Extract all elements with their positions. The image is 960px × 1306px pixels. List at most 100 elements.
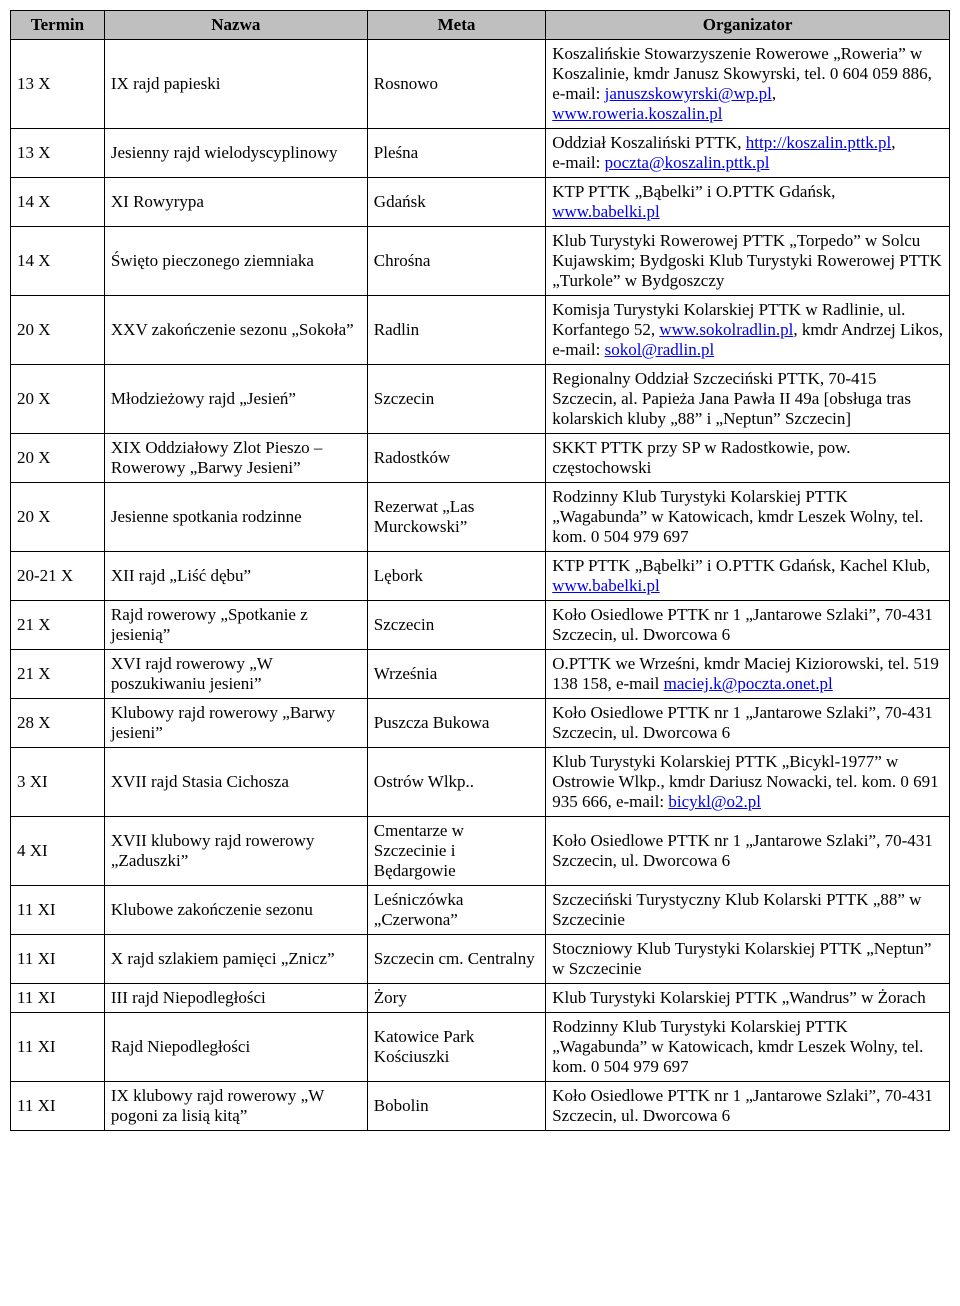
- cell-organizator: Rodzinny Klub Turystyki Kolarskiej PTTK …: [546, 483, 950, 552]
- organizer-link[interactable]: www.babelki.pl: [552, 202, 660, 221]
- cell-nazwa: IX klubowy rajd rowerowy „W pogoni za li…: [104, 1082, 367, 1131]
- cell-nazwa: Rajd Niepodległości: [104, 1013, 367, 1082]
- table-row: 13 XIX rajd papieskiRosnowoKoszalińskie …: [11, 40, 950, 129]
- table-row: 20 XXXV zakończenie sezonu „Sokoła”Radli…: [11, 296, 950, 365]
- organizer-text: SKKT PTTK przy SP w Radostkowie, pow. cz…: [552, 438, 850, 477]
- cell-nazwa: Jesienny rajd wielodyscyplinowy: [104, 129, 367, 178]
- cell-organizator: Koło Osiedlowe PTTK nr 1 „Jantarowe Szla…: [546, 601, 950, 650]
- cell-nazwa: Klubowe zakończenie sezonu: [104, 886, 367, 935]
- organizer-text: Klub Turystyki Kolarskiej PTTK „Wandrus”…: [552, 988, 926, 1007]
- cell-termin: 20-21 X: [11, 552, 105, 601]
- cell-meta: Ostrów Wlkp..: [367, 748, 545, 817]
- col-header-termin: Termin: [11, 11, 105, 40]
- cell-nazwa: XI Rowyrypa: [104, 178, 367, 227]
- cell-meta: Września: [367, 650, 545, 699]
- organizer-text: Regionalny Oddział Szczeciński PTTK, 70‑…: [552, 369, 911, 428]
- table-row: 4 XIXVII klubowy rajd rowerowy „Zaduszki…: [11, 817, 950, 886]
- table-row: 11 XIRajd NiepodległościKatowice Park Ko…: [11, 1013, 950, 1082]
- cell-organizator: KTP PTTK „Bąbelki” i O.PTTK Gdańsk, www.…: [546, 178, 950, 227]
- cell-meta: Rezerwat „Las Murckowski”: [367, 483, 545, 552]
- organizer-text: ,: [772, 84, 776, 103]
- cell-organizator: Koło Osiedlowe PTTK nr 1 „Jantarowe Szla…: [546, 817, 950, 886]
- table-header-row: Termin Nazwa Meta Organizator: [11, 11, 950, 40]
- cell-termin: 20 X: [11, 483, 105, 552]
- cell-nazwa: X rajd szlakiem pamięci „Znicz”: [104, 935, 367, 984]
- cell-nazwa: XVI rajd rowerowy „W poszukiwaniu jesien…: [104, 650, 367, 699]
- cell-meta: Rosnowo: [367, 40, 545, 129]
- cell-termin: 11 XI: [11, 886, 105, 935]
- table-row: 28 XKlubowy rajd rowerowy „Barwy jesieni…: [11, 699, 950, 748]
- cell-meta: Cmentarze w Szczecinie i Będargowie: [367, 817, 545, 886]
- table-row: 20 XJesienne spotkania rodzinneRezerwat …: [11, 483, 950, 552]
- cell-organizator: Koszalińskie Stowarzyszenie Rowerowe „Ro…: [546, 40, 950, 129]
- cell-termin: 20 X: [11, 434, 105, 483]
- col-header-meta: Meta: [367, 11, 545, 40]
- cell-nazwa: XXV zakończenie sezonu „Sokoła”: [104, 296, 367, 365]
- table-row: 11 XIIX klubowy rajd rowerowy „W pogoni …: [11, 1082, 950, 1131]
- cell-organizator: Komisja Turystyki Kolarskiej PTTK w Radl…: [546, 296, 950, 365]
- cell-meta: Leśniczówka „Czerwona”: [367, 886, 545, 935]
- cell-meta: Szczecin cm. Centralny: [367, 935, 545, 984]
- cell-nazwa: XII rajd „Liść dębu”: [104, 552, 367, 601]
- organizer-text: Koło Osiedlowe PTTK nr 1 „Jantarowe Szla…: [552, 605, 933, 644]
- events-table: Termin Nazwa Meta Organizator 13 XIX raj…: [10, 10, 950, 1131]
- cell-termin: 11 XI: [11, 1013, 105, 1082]
- table-row: 11 XIKlubowe zakończenie sezonuLeśniczów…: [11, 886, 950, 935]
- cell-organizator: Klub Turystyki Rowerowej PTTK „Torpedo” …: [546, 227, 950, 296]
- organizer-text: Rodzinny Klub Turystyki Kolarskiej PTTK …: [552, 487, 923, 546]
- cell-nazwa: XIX Oddziałowy Zlot Pieszo – Rowerowy „B…: [104, 434, 367, 483]
- cell-organizator: Koło Osiedlowe PTTK nr 1 „Jantarowe Szla…: [546, 699, 950, 748]
- table-row: 14 XXI RowyrypaGdańskKTP PTTK „Bąbelki” …: [11, 178, 950, 227]
- cell-meta: Szczecin: [367, 365, 545, 434]
- table-row: 13 XJesienny rajd wielodyscyplinowyPleśn…: [11, 129, 950, 178]
- col-header-nazwa: Nazwa: [104, 11, 367, 40]
- organizer-link[interactable]: januszskowyrski@wp.pl: [605, 84, 772, 103]
- organizer-link[interactable]: bicykl@o2.pl: [668, 792, 761, 811]
- cell-termin: 20 X: [11, 365, 105, 434]
- organizer-link[interactable]: www.sokolradlin.pl: [659, 320, 793, 339]
- cell-meta: Bobolin: [367, 1082, 545, 1131]
- organizer-text: Koło Osiedlowe PTTK nr 1 „Jantarowe Szla…: [552, 1086, 933, 1125]
- organizer-text: Rodzinny Klub Turystyki Kolarskiej PTTK …: [552, 1017, 923, 1076]
- cell-nazwa: XVII klubowy rajd rowerowy „Zaduszki”: [104, 817, 367, 886]
- cell-termin: 11 XI: [11, 1082, 105, 1131]
- organizer-link[interactable]: sokol@radlin.pl: [605, 340, 715, 359]
- table-row: 11 XIIII rajd NiepodległościŻoryKlub Tur…: [11, 984, 950, 1013]
- cell-organizator: Klub Turystyki Kolarskiej PTTK „Bicykl‑1…: [546, 748, 950, 817]
- cell-nazwa: Rajd rowerowy „Spotkanie z jesienią”: [104, 601, 367, 650]
- cell-termin: 11 XI: [11, 935, 105, 984]
- table-body: 13 XIX rajd papieskiRosnowoKoszalińskie …: [11, 40, 950, 1131]
- cell-meta: Gdańsk: [367, 178, 545, 227]
- table-row: 21 XRajd rowerowy „Spotkanie z jesienią”…: [11, 601, 950, 650]
- cell-meta: Radostków: [367, 434, 545, 483]
- cell-termin: 14 X: [11, 227, 105, 296]
- cell-meta: Puszcza Bukowa: [367, 699, 545, 748]
- organizer-text: Oddział Koszaliński PTTK,: [552, 133, 746, 152]
- cell-meta: Radlin: [367, 296, 545, 365]
- cell-meta: Szczecin: [367, 601, 545, 650]
- cell-nazwa: III rajd Niepodległości: [104, 984, 367, 1013]
- organizer-link[interactable]: maciej.k@poczta.onet.pl: [664, 674, 833, 693]
- cell-organizator: Rodzinny Klub Turystyki Kolarskiej PTTK …: [546, 1013, 950, 1082]
- cell-organizator: Klub Turystyki Kolarskiej PTTK „Wandrus”…: [546, 984, 950, 1013]
- organizer-link[interactable]: www.roweria.koszalin.pl: [552, 104, 722, 123]
- organizer-link[interactable]: poczta@koszalin.pttk.pl: [605, 153, 770, 172]
- organizer-link[interactable]: http://koszalin.pttk.pl: [746, 133, 891, 152]
- cell-nazwa: Święto pieczonego ziemniaka: [104, 227, 367, 296]
- organizer-link[interactable]: www.babelki.pl: [552, 576, 660, 595]
- cell-termin: 28 X: [11, 699, 105, 748]
- table-row: 3 XIXVII rajd Stasia CichoszaOstrów Wlkp…: [11, 748, 950, 817]
- cell-organizator: Szczeciński Turystyczny Klub Kolarski PT…: [546, 886, 950, 935]
- cell-termin: 20 X: [11, 296, 105, 365]
- cell-termin: 11 XI: [11, 984, 105, 1013]
- cell-nazwa: Młodzieżowy rajd „Jesień”: [104, 365, 367, 434]
- cell-meta: Chrośna: [367, 227, 545, 296]
- cell-nazwa: IX rajd papieski: [104, 40, 367, 129]
- cell-termin: 21 X: [11, 650, 105, 699]
- cell-organizator: SKKT PTTK przy SP w Radostkowie, pow. cz…: [546, 434, 950, 483]
- organizer-text: KTP PTTK „Bąbelki” i O.PTTK Gdańsk, Kach…: [552, 556, 930, 575]
- cell-meta: Pleśna: [367, 129, 545, 178]
- cell-nazwa: Klubowy rajd rowerowy „Barwy jesieni”: [104, 699, 367, 748]
- organizer-text: Koło Osiedlowe PTTK nr 1 „Jantarowe Szla…: [552, 831, 933, 870]
- cell-termin: 21 X: [11, 601, 105, 650]
